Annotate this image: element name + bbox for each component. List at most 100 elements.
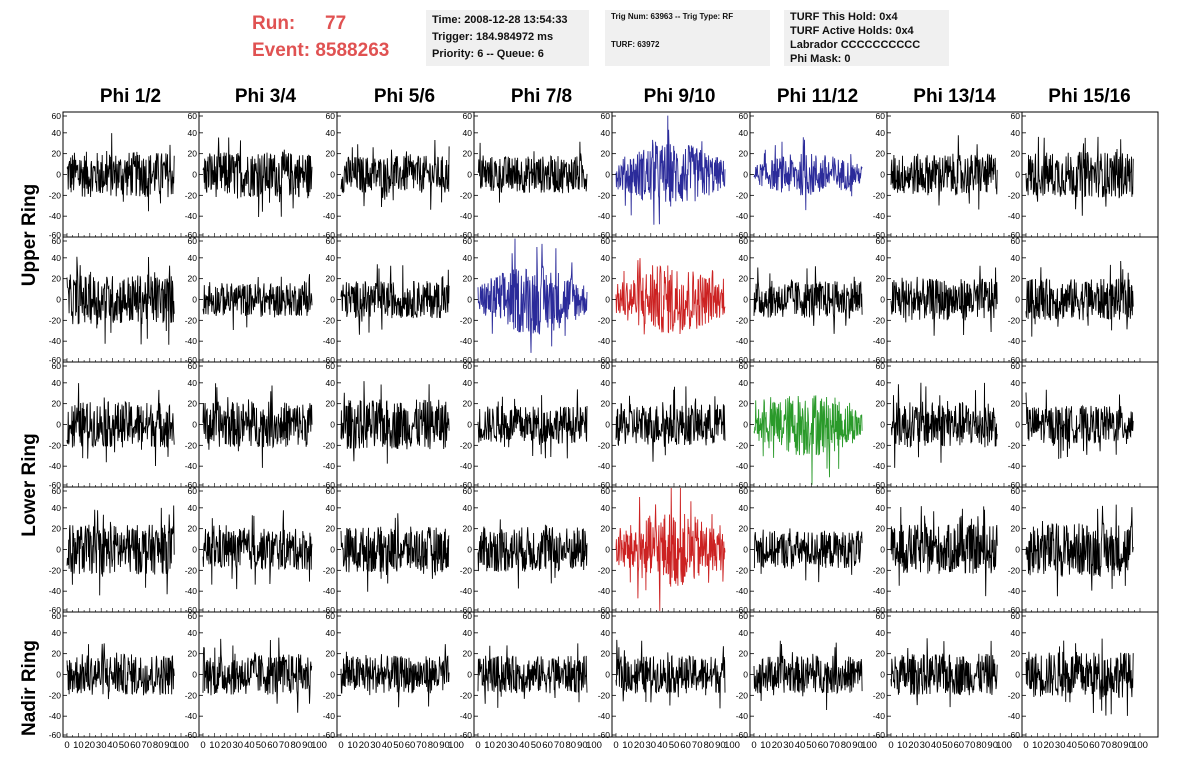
x-tick-label: 30 <box>920 740 931 751</box>
waveform-trace <box>753 137 863 211</box>
y-tick-label: 0 <box>880 170 885 180</box>
y-tick-label: 40 <box>876 378 886 388</box>
y-tick-label: 0 <box>467 170 472 180</box>
y-tick-label: 40 <box>188 628 198 638</box>
y-tick-label: 40 <box>601 253 611 263</box>
run-value: 77 <box>325 13 347 34</box>
x-tick-label: 100 <box>311 740 327 751</box>
waveform-trace <box>1025 638 1134 716</box>
y-tick-label: 0 <box>1015 670 1020 680</box>
y-tick-label: -60 <box>460 480 473 490</box>
x-tick-label: 90 <box>439 740 450 751</box>
y-tick-label: -40 <box>1008 711 1021 721</box>
y-tick-label: 20 <box>52 649 62 659</box>
x-tick-label: 60 <box>954 740 965 751</box>
y-tick-label: -60 <box>598 605 611 615</box>
y-tick-label: -60 <box>460 230 473 240</box>
x-tick-label: 0 <box>475 740 480 751</box>
y-tick-label: 20 <box>601 149 611 159</box>
y-tick-label: 60 <box>326 361 336 371</box>
y-tick-label: 0 <box>192 545 197 555</box>
y-tick-label: 20 <box>876 399 886 409</box>
y-tick-label: 60 <box>1011 486 1021 496</box>
y-tick-label: 0 <box>743 170 748 180</box>
x-tick-label: 80 <box>976 740 987 751</box>
y-tick-label: 20 <box>601 524 611 534</box>
event-value: 8588263 <box>315 40 390 61</box>
y-tick-label: 0 <box>743 545 748 555</box>
column-header-phi-9-10: Phi 9/10 <box>643 86 716 107</box>
panel-frame <box>473 111 613 238</box>
y-tick-label: 60 <box>739 236 749 246</box>
y-tick-label: -60 <box>598 730 611 740</box>
y-tick-label: -60 <box>736 730 749 740</box>
y-tick-label: 40 <box>463 253 473 263</box>
waveform-trace <box>66 505 175 596</box>
x-tick-label: 70 <box>279 740 290 751</box>
y-tick-label: -20 <box>1008 315 1021 325</box>
x-tick-label: 70 <box>416 740 427 751</box>
waveform-trace <box>753 640 863 711</box>
y-tick-label: -40 <box>460 586 473 596</box>
y-tick-label: 40 <box>52 378 62 388</box>
phi-mask-text: Phi Mask: 0 <box>790 53 851 65</box>
x-tick-label: 30 <box>646 740 657 751</box>
y-tick-label: 0 <box>743 295 748 305</box>
y-tick-label: -40 <box>185 461 198 471</box>
x-tick-label: 40 <box>657 740 668 751</box>
y-tick-label: 40 <box>52 628 62 638</box>
x-tick-label: 90 <box>987 740 998 751</box>
y-tick-label: -60 <box>598 355 611 365</box>
waveform-trace <box>753 266 863 334</box>
x-tick-label: 70 <box>1101 740 1112 751</box>
y-tick-label: 60 <box>739 611 749 621</box>
y-tick-label: 40 <box>601 503 611 513</box>
x-tick-label: 50 <box>1078 740 1089 751</box>
y-tick-label: -40 <box>185 211 198 221</box>
y-tick-label: -20 <box>460 315 473 325</box>
y-tick-label: 0 <box>467 295 472 305</box>
x-tick-label: 60 <box>680 740 691 751</box>
y-tick-label: 20 <box>188 399 198 409</box>
y-tick-label: -40 <box>598 586 611 596</box>
y-tick-label: -60 <box>873 480 886 490</box>
y-tick-label: 60 <box>326 236 336 246</box>
y-tick-label: -60 <box>1008 230 1021 240</box>
y-tick-label: 20 <box>463 524 473 534</box>
y-tick-label: 20 <box>739 149 749 159</box>
waveform-trace <box>477 389 588 459</box>
y-tick-label: -40 <box>460 336 473 346</box>
x-tick-label: 0 <box>1023 740 1028 751</box>
x-tick-label: 20 <box>1044 740 1055 751</box>
y-tick-label: -60 <box>1008 355 1021 365</box>
y-tick-label: 60 <box>52 236 62 246</box>
waveform-trace <box>477 643 588 708</box>
waveform-trace <box>753 395 863 485</box>
y-tick-label: 60 <box>52 361 62 371</box>
y-tick-label: 40 <box>1011 628 1021 638</box>
x-tick-label: 100 <box>173 740 189 751</box>
y-tick-label: -20 <box>1008 565 1021 575</box>
y-tick-label: 60 <box>739 486 749 496</box>
y-tick-label: -60 <box>185 480 198 490</box>
y-tick-label: -20 <box>185 565 198 575</box>
y-tick-label: 40 <box>601 128 611 138</box>
y-tick-label: 20 <box>1011 274 1021 284</box>
y-tick-label: 60 <box>463 611 473 621</box>
panel-frame <box>336 486 475 613</box>
y-tick-label: -40 <box>598 711 611 721</box>
y-tick-label: 0 <box>56 170 61 180</box>
waveform-trace <box>890 135 998 210</box>
y-tick-label: -60 <box>185 605 198 615</box>
y-tick-label: -60 <box>1008 730 1021 740</box>
y-tick-label: 20 <box>326 149 336 159</box>
y-tick-label: 20 <box>52 399 62 409</box>
y-tick-label: -60 <box>185 355 198 365</box>
y-tick-label: -40 <box>736 586 749 596</box>
y-tick-label: 40 <box>876 628 886 638</box>
y-tick-label: 0 <box>330 670 335 680</box>
run-label: Run: <box>252 13 296 34</box>
y-tick-label: 40 <box>601 628 611 638</box>
x-tick-label: 40 <box>795 740 806 751</box>
y-tick-label: -20 <box>1008 190 1021 200</box>
